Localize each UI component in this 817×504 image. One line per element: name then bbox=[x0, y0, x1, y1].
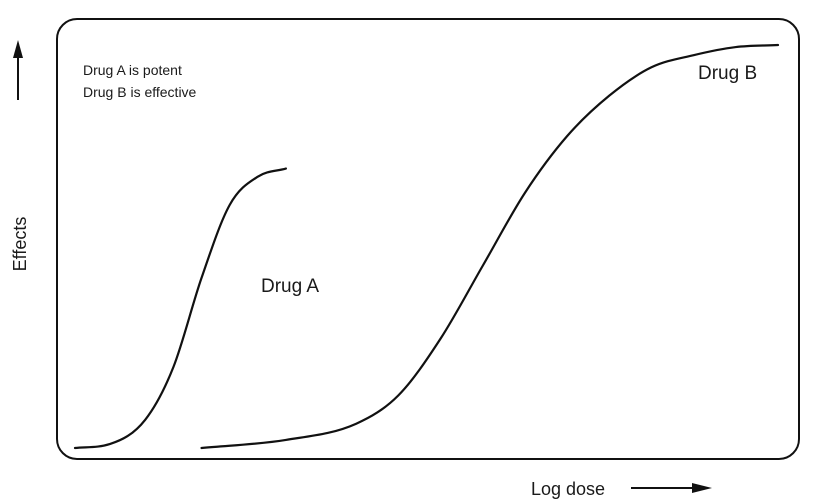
series-label-drug-b: Drug B bbox=[698, 63, 757, 84]
series-label-drug-a: Drug A bbox=[261, 276, 319, 297]
x-axis-arrow bbox=[631, 483, 712, 493]
annotation-line-1: Drug A is potent bbox=[83, 62, 182, 78]
y-axis-arrow bbox=[13, 40, 23, 100]
series-layer bbox=[73, 43, 780, 450]
y-axis-label: Effects bbox=[10, 217, 30, 272]
series-line-drug-a bbox=[73, 167, 287, 450]
series-line-drug-b bbox=[200, 43, 780, 450]
plot-frame bbox=[56, 18, 800, 460]
x-axis-label: Log dose bbox=[531, 479, 605, 499]
annotation-line-2: Drug B is effective bbox=[83, 84, 197, 100]
